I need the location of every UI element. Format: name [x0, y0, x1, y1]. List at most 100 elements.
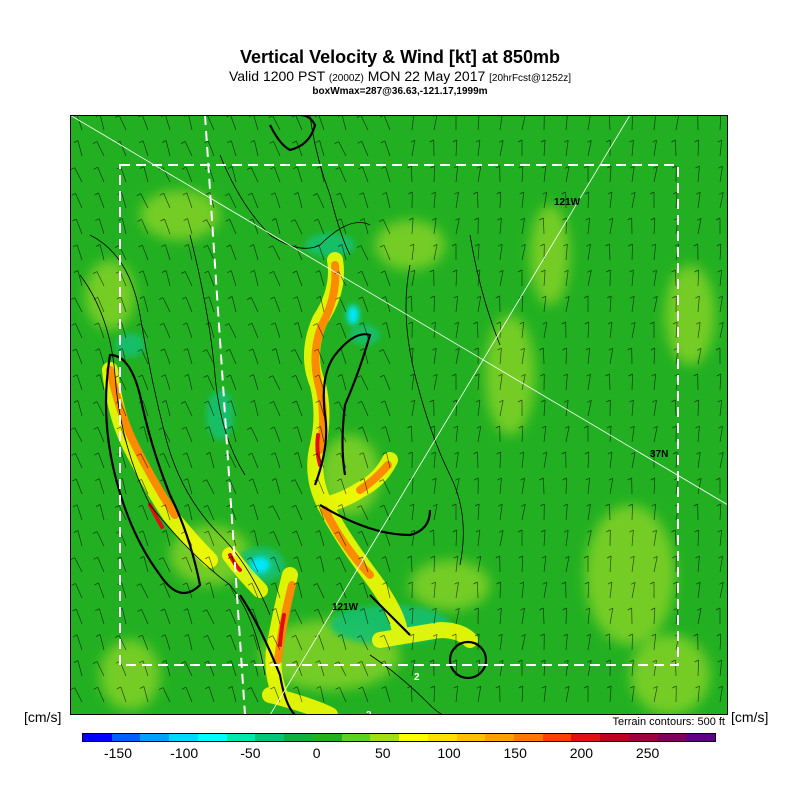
- wind-barb: [433, 504, 438, 521]
- wind-barb-flag: [649, 321, 655, 325]
- wind-barb-flag: [587, 269, 592, 273]
- wind-barb: [543, 426, 547, 443]
- wind-barb-flag: [293, 426, 298, 430]
- wind-barb: [697, 478, 702, 495]
- wind-barb-flag: [542, 321, 547, 325]
- wind-barb-flag: [202, 349, 207, 353]
- wind-barb-flag: [564, 425, 570, 429]
- wind-barb-flag: [563, 503, 568, 507]
- wind-barb-flag: [379, 244, 385, 248]
- wind-barb-flag: [652, 399, 657, 403]
- wind-barb-flag: [630, 555, 635, 559]
- wind-barb: [252, 478, 259, 495]
- wind-barb: [697, 166, 700, 183]
- wind-barb: [631, 400, 634, 417]
- wind-barb: [719, 140, 723, 157]
- wind-barb-flag: [379, 374, 385, 378]
- wind-barb: [675, 139, 677, 157]
- wind-barb: [433, 452, 436, 469]
- velocity-map: 121W 121W 37N 2 2: [70, 115, 728, 715]
- wind-barb-flag: [72, 504, 78, 508]
- wind-barb-flag: [315, 270, 320, 273]
- wind-barb: [274, 322, 281, 339]
- wind-barb: [76, 504, 83, 521]
- wind-barb-flag: [539, 477, 544, 481]
- wind-barb: [185, 297, 193, 313]
- wind-barb-flag: [432, 633, 438, 637]
- wind-barb-flag: [204, 556, 210, 560]
- wind-barb: [609, 452, 613, 469]
- wind-barb-flag: [359, 348, 365, 351]
- wind-barb: [411, 685, 413, 703]
- wind-barb: [609, 608, 614, 625]
- wind-barb: [228, 583, 237, 599]
- wind-barb-flag: [183, 478, 188, 481]
- wind-barb-flag: [608, 477, 613, 481]
- wind-barb-flag: [315, 530, 320, 533]
- wind-barb-flag: [313, 193, 318, 196]
- map-frame: [70, 115, 728, 715]
- wind-barb-flag: [184, 244, 189, 247]
- wind-barb: [477, 451, 479, 469]
- wind-barb-flag: [520, 477, 525, 481]
- wind-barb: [207, 140, 215, 157]
- wind-barb-flag: [498, 633, 503, 637]
- wind-barb-flag: [250, 400, 255, 403]
- wind-barb-flag: [316, 426, 321, 429]
- wind-barb: [98, 192, 105, 209]
- wind-barb-flag: [381, 166, 386, 169]
- wind-barb: [142, 530, 149, 547]
- wind-barb-flag: [356, 375, 362, 378]
- wind-barb-flag: [358, 686, 363, 690]
- wind-barb: [273, 531, 281, 547]
- wind-barb-flag: [408, 581, 413, 585]
- wind-barb: [455, 192, 459, 209]
- wind-barb: [433, 634, 438, 651]
- wind-barb-flag: [540, 633, 545, 637]
- wind-barb: [318, 115, 325, 131]
- wind-barb: [587, 218, 591, 235]
- wind-barb-flag: [250, 530, 255, 533]
- wind-barb-flag: [357, 140, 362, 144]
- wind-barb-flag: [204, 140, 209, 144]
- wind-barb-flag: [71, 583, 76, 586]
- wind-barb-flag: [475, 659, 481, 663]
- wind-barb: [697, 399, 699, 417]
- wind-barb: [697, 192, 701, 209]
- wind-barb-flag: [539, 217, 544, 221]
- wind-barb: [163, 453, 171, 469]
- wind-barb-flag: [181, 661, 186, 664]
- wind-barb-flag: [224, 193, 230, 196]
- wind-barb-flag: [95, 218, 100, 222]
- wind-barb-flag: [693, 243, 698, 247]
- wind-barb: [272, 635, 281, 651]
- wind-barb-flag: [541, 295, 547, 299]
- wind-barb: [385, 166, 391, 183]
- wind-barb-flag: [181, 166, 187, 170]
- wind-barb: [719, 530, 723, 547]
- wind-barb-flag: [583, 555, 589, 559]
- wind-barb-flag: [495, 685, 500, 689]
- wind-barb-flag: [475, 139, 481, 143]
- wind-barb: [697, 556, 700, 573]
- wind-barb: [565, 660, 569, 677]
- wind-barb-flag: [584, 581, 589, 585]
- wind-barb: [543, 322, 548, 339]
- color-bar-tick-label: 200: [569, 745, 594, 761]
- wind-barb: [76, 115, 83, 131]
- wind-barb-flag: [94, 582, 99, 586]
- wind-barb-flag: [409, 503, 415, 507]
- wind-barb: [499, 451, 501, 469]
- lat-label: 37N: [650, 449, 668, 460]
- wind-barb: [229, 219, 237, 235]
- wind-barb-flag: [268, 635, 273, 639]
- color-bar-segment: [628, 734, 658, 741]
- wind-barb: [206, 479, 215, 495]
- wind-barb-flag: [116, 556, 121, 560]
- wind-barb-flag: [495, 425, 500, 429]
- wind-barb: [386, 322, 391, 339]
- wind-barb: [477, 426, 482, 443]
- wind-barb: [99, 634, 105, 651]
- wind-barb-flag: [247, 452, 253, 456]
- wind-barb-flag: [381, 556, 386, 559]
